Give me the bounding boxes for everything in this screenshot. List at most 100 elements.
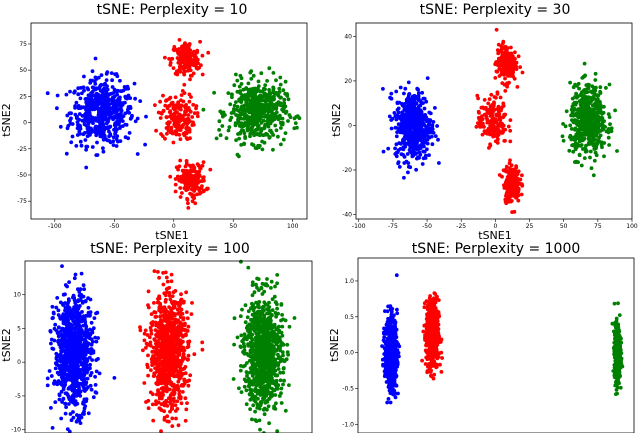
data-point (158, 407, 163, 411)
data-point (91, 395, 96, 400)
data-point (50, 304, 55, 309)
data-point (287, 113, 292, 117)
data-point (151, 354, 155, 358)
data-point (422, 133, 427, 138)
y-tick-label: -25 (17, 146, 27, 153)
data-point (63, 292, 67, 297)
series-1 (138, 269, 205, 433)
data-point (78, 96, 83, 101)
data-point (381, 87, 385, 91)
data-point (116, 107, 120, 112)
data-point (493, 76, 498, 80)
data-point (50, 426, 55, 430)
data-point (93, 383, 98, 387)
data-point (425, 76, 430, 80)
x-tick-label: -50 (109, 223, 119, 230)
data-point (179, 292, 183, 297)
data-point (428, 130, 433, 135)
data-point (403, 144, 408, 149)
data-point (89, 320, 94, 325)
data-point (149, 328, 154, 333)
data-point (516, 54, 521, 59)
data-point (138, 99, 143, 103)
data-point (178, 327, 183, 332)
data-point (286, 119, 290, 123)
y-tick-label: 5 (17, 325, 21, 332)
data-point (266, 113, 270, 117)
data-point (281, 88, 286, 93)
data-point (123, 135, 128, 140)
data-point (163, 359, 168, 364)
data-point (567, 148, 572, 153)
data-point (198, 165, 202, 170)
data-point (187, 174, 192, 178)
data-point (172, 48, 177, 53)
data-point (157, 334, 162, 338)
data-point (114, 110, 119, 115)
data-point (86, 110, 91, 114)
data-point (504, 191, 509, 196)
data-point (153, 310, 158, 315)
data-point (108, 124, 113, 129)
data-point (66, 301, 70, 305)
data-point (146, 353, 150, 358)
data-point (76, 369, 80, 374)
data-point (272, 96, 276, 101)
y-tick-label: 0 (23, 120, 27, 127)
data-point (146, 406, 151, 411)
data-point (173, 409, 178, 413)
data-point (411, 113, 415, 118)
data-point (192, 179, 197, 183)
data-point (237, 84, 242, 89)
data-point (189, 165, 194, 169)
data-point (510, 183, 515, 188)
data-point (400, 103, 405, 108)
data-point (185, 316, 190, 321)
data-point (198, 39, 203, 44)
data-point (498, 95, 503, 100)
data-point (63, 411, 68, 416)
data-point (421, 139, 426, 144)
data-point (171, 370, 176, 375)
data-point (58, 315, 62, 320)
data-point (188, 73, 193, 78)
data-point (188, 373, 193, 378)
data-point (170, 406, 175, 411)
data-point (416, 91, 421, 96)
data-point (150, 402, 155, 407)
data-point (425, 137, 430, 142)
data-point (585, 132, 590, 136)
x-tick-label: -100 (352, 223, 366, 230)
data-point (176, 423, 181, 428)
data-point (171, 330, 176, 335)
data-point (115, 98, 120, 102)
data-point (504, 201, 509, 206)
y-tick-label: 10 (13, 292, 21, 299)
data-point (101, 113, 105, 118)
data-point (156, 400, 160, 405)
data-point (66, 386, 71, 391)
data-point (409, 107, 414, 112)
data-point (161, 108, 166, 113)
data-point (420, 90, 425, 95)
data-point (274, 110, 279, 115)
data-point (175, 399, 180, 404)
data-point (239, 116, 243, 121)
data-point (495, 92, 500, 96)
data-point (153, 371, 157, 375)
data-point (89, 107, 94, 112)
data-point (218, 133, 223, 138)
data-point (265, 103, 269, 108)
data-point (74, 306, 79, 311)
data-point (116, 139, 120, 144)
data-point (184, 54, 188, 59)
x-axis-label: tSNE1 (155, 229, 188, 242)
data-point (184, 188, 189, 193)
series-0 (45, 56, 148, 170)
data-point (181, 383, 186, 388)
data-point (275, 102, 280, 107)
data-point (76, 336, 81, 340)
data-point (117, 121, 121, 125)
data-point (248, 132, 253, 136)
series-0 (45, 264, 117, 433)
